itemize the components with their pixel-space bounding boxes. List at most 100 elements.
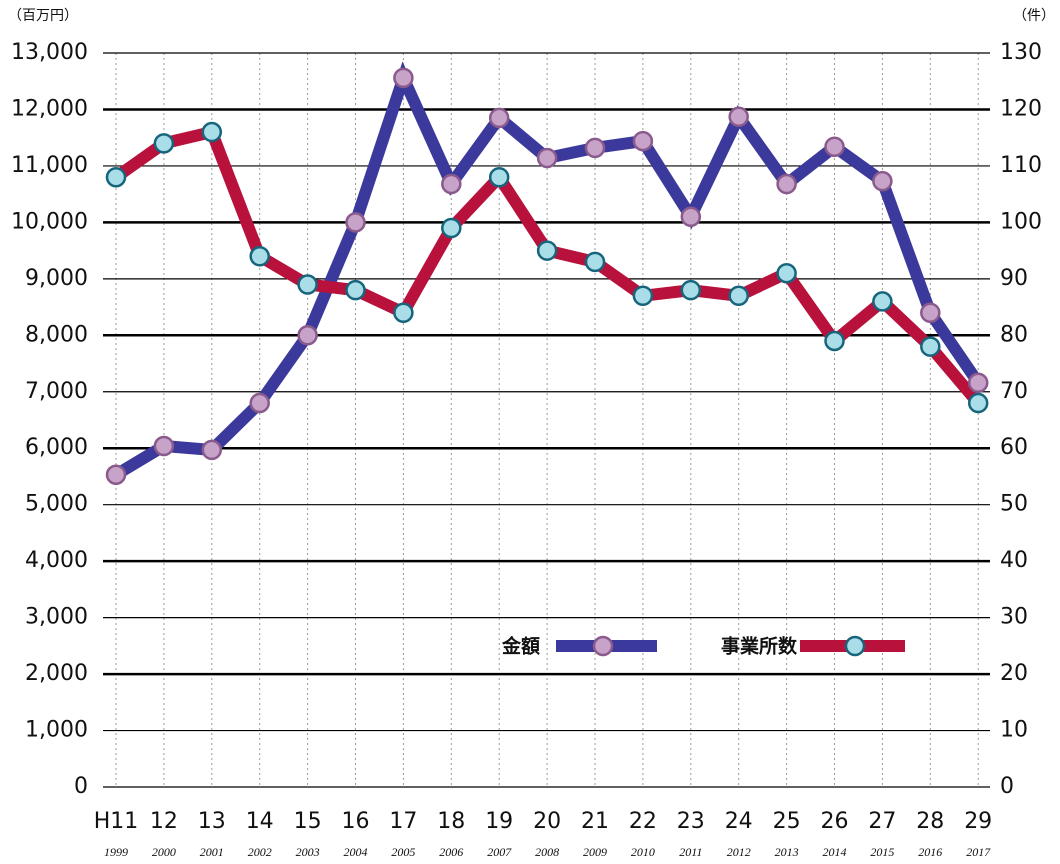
y2-tick-label: 110 [1000,153,1042,178]
x-sublabel: 2011 [679,845,702,859]
y2-tick-label: 60 [1000,435,1028,460]
marker [393,302,414,323]
x-sublabel: 2015 [870,845,894,859]
marker [249,246,270,267]
x-sublabel: 2007 [487,845,512,859]
y-tick-label: 5,000 [25,492,88,517]
series-line [112,61,984,480]
legend-label: 金額 [501,635,540,658]
y2-tick-label: 40 [1000,548,1028,573]
marker [297,274,318,295]
marker [632,130,654,152]
marker [441,217,462,239]
x-sublabel: 2012 [727,845,751,859]
x-tick-label: 23 [677,809,705,834]
y-tick-label: 2,000 [25,661,88,686]
x-sublabel: 2016 [918,845,942,859]
marker [536,240,558,261]
marker [824,136,845,157]
y2-tick-label: 10 [1000,718,1028,743]
marker [680,206,702,227]
x-tick-label: 18 [437,809,465,834]
marker [345,279,366,301]
x-tick-label: 19 [485,809,513,834]
x-sublabel: 2001 [200,845,224,859]
y-tick-label: 7,000 [25,379,88,404]
x-sublabel: 2010 [631,845,655,859]
marker [728,106,749,128]
y-tick-label: 8,000 [25,322,88,347]
y-tick-label: 13,000 [11,40,88,65]
marker [297,325,318,346]
x-sublabel: 2000 [152,845,176,859]
x-tick-label: H11 [94,809,139,834]
marker [967,392,989,414]
marker [728,285,749,307]
y2-tick-label: 100 [1000,209,1042,234]
marker [441,173,462,195]
y-tick-label: 0 [74,774,88,799]
x-tick-label: 20 [533,809,561,834]
y-tick-label: 4,000 [25,548,88,573]
y-tick-label: 11,000 [11,153,88,178]
marker [680,279,702,301]
marker [153,435,175,457]
marker [776,262,797,284]
x-tick-label: 28 [916,809,944,834]
y-tick-label: 6,000 [25,435,88,460]
x-tick-label: 27 [868,809,896,834]
marker [345,212,366,233]
marker [249,392,270,414]
marker [105,166,127,188]
y2-tick-label: 70 [1000,379,1028,404]
x-tick-label: 17 [389,809,417,834]
marker [632,285,654,307]
x-sublabel: 2014 [823,845,847,859]
x-tick-label: 22 [629,809,657,834]
marker [153,133,175,154]
marker [920,336,941,357]
y2-tick-label: 0 [1000,774,1014,799]
x-sublabel: 2003 [296,845,320,859]
y2-tick-label: 130 [1000,40,1042,65]
legend-marker [592,635,614,657]
y-tick-label: 10,000 [11,209,88,234]
x-tick-label: 21 [581,809,609,834]
y2-tick-label: 50 [1000,492,1028,517]
y-tick-label: 9,000 [25,266,88,291]
marker [393,67,414,89]
marker [584,137,606,159]
x-tick-label: 12 [150,809,178,834]
marker [776,173,797,195]
marker [920,302,941,323]
x-sublabel: 2005 [391,845,415,859]
legend-marker [844,635,866,657]
y-tick-label: 1,000 [25,718,88,743]
x-tick-label: 25 [773,809,801,834]
marker [105,464,127,486]
y2-unit-label: （件） [1013,8,1055,24]
marker [584,251,606,273]
x-sublabel: 2008 [535,845,559,859]
x-sublabel: 2017 [966,845,991,859]
y-tick-label: 3,000 [25,605,88,630]
x-tick-label: 14 [246,809,274,834]
y2-tick-label: 80 [1000,322,1028,347]
x-tick-label: 24 [725,809,753,834]
x-sublabel: 2013 [775,845,799,859]
series-line [112,125,983,407]
x-sublabel: 2002 [248,845,272,859]
marker [201,121,223,143]
y2-tick-label: 30 [1000,605,1028,630]
marker [872,291,893,312]
x-sublabel: 2004 [344,845,368,859]
x-tick-label: 29 [964,809,992,834]
y-unit-label: （百万円） [8,8,78,24]
marker [201,439,223,461]
y2-tick-label: 20 [1000,661,1028,686]
legend-label: 事業所数 [721,635,798,658]
y2-tick-label: 120 [1000,96,1042,121]
marker [488,107,510,129]
y2-tick-label: 90 [1000,266,1028,291]
